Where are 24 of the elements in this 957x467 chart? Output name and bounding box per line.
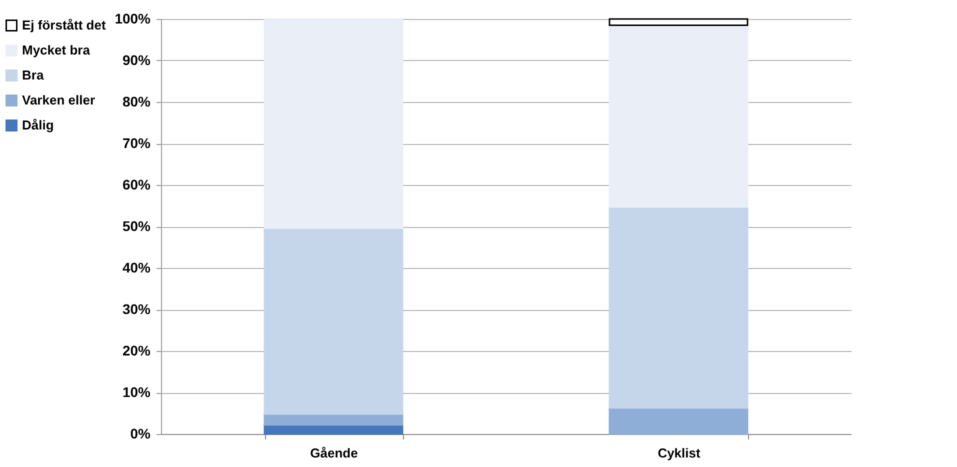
y-tick-label: 60% xyxy=(122,176,152,192)
bar xyxy=(608,24,748,208)
y-tick-label: 30% xyxy=(122,301,152,317)
legend-label: Bra xyxy=(22,68,44,82)
x-tick-label: Gående xyxy=(310,446,358,460)
y-tick-label: 70% xyxy=(122,135,152,151)
bar xyxy=(608,18,748,26)
bar xyxy=(608,206,748,409)
y-tick-label: 40% xyxy=(122,260,152,276)
y-tick-label: 50% xyxy=(122,218,152,234)
y-tick-label: 20% xyxy=(122,342,152,358)
y-tick-label: 100% xyxy=(114,10,152,26)
legend-label: Dålig xyxy=(22,118,54,132)
legend-label: Mycket bra xyxy=(22,42,91,58)
bar xyxy=(264,18,404,229)
y-tick-label: 10% xyxy=(122,384,152,400)
y-tick-label: 0% xyxy=(130,426,152,442)
y-tick-label: 90% xyxy=(122,52,152,68)
x-tick-label: Cyklist xyxy=(658,446,701,460)
y-tick-label: 80% xyxy=(122,94,152,110)
legend-label: Varken eller xyxy=(22,92,95,108)
legend-label: Ej förstått det xyxy=(22,18,106,32)
bar xyxy=(264,227,404,415)
bar xyxy=(608,407,748,435)
